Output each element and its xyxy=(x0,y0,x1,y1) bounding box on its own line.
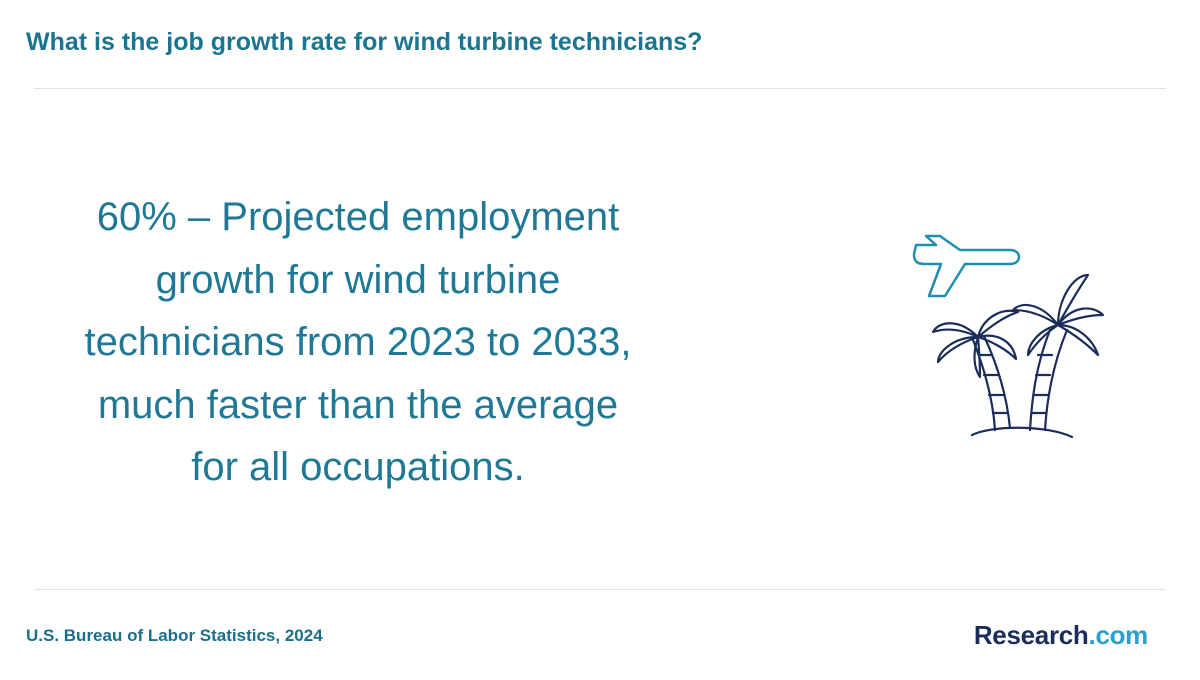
statement-line: growth for wind turbine xyxy=(155,257,561,302)
title: What is the job growth rate for wind tur… xyxy=(26,28,703,56)
statement-line: much faster than the average xyxy=(97,382,619,427)
statement: 60% – Projected employment growth for wi… xyxy=(40,186,676,499)
statement-line: technicians from 2023 to 2033, xyxy=(84,320,632,364)
source: U.S. Bureau of Labor Statistics, 2024 xyxy=(26,626,323,645)
logo-suffix: .com xyxy=(1088,620,1149,650)
statement-line: for all occupations. xyxy=(191,445,525,489)
divider xyxy=(34,589,1166,590)
logo-name: Research xyxy=(973,620,1089,650)
statement-line: 60% – Projected employment xyxy=(96,195,620,239)
divider xyxy=(34,88,1166,89)
palm-plane-icon xyxy=(912,234,1105,439)
logo: Research.com xyxy=(974,620,1148,651)
